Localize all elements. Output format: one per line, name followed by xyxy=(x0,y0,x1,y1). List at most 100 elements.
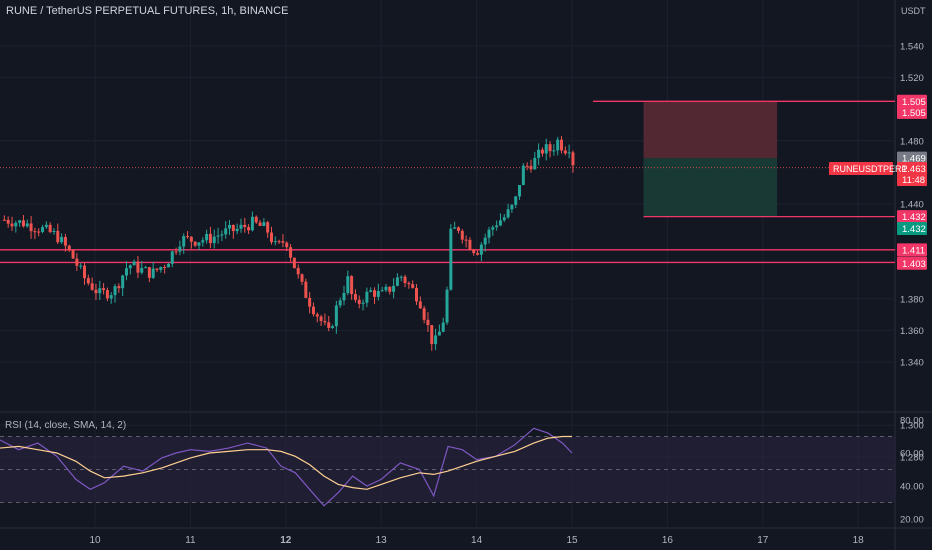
candle-body xyxy=(60,237,64,243)
candle-body xyxy=(182,236,186,247)
candle-body xyxy=(86,278,90,284)
candle-body xyxy=(445,289,449,323)
candle-body xyxy=(6,219,10,224)
candle-body xyxy=(563,150,567,154)
candle-body xyxy=(334,305,338,327)
candle-body xyxy=(273,241,277,243)
chart-title: RUNE / TetherUS PERPETUAL FUTURES, 1h, B… xyxy=(6,5,289,17)
candle-body xyxy=(239,224,243,229)
candle-body xyxy=(178,246,182,252)
candle-body xyxy=(285,242,289,248)
candle-body xyxy=(529,165,533,170)
price-badge-bg xyxy=(897,210,927,224)
candle-body xyxy=(357,299,361,304)
rsi-title: RSI (14, close, SMA, 14, 2) xyxy=(5,420,127,431)
candle-body xyxy=(414,287,418,302)
candle-body xyxy=(342,292,346,301)
candle-body xyxy=(25,223,29,227)
candle-body xyxy=(373,290,377,297)
candle-body xyxy=(472,249,476,254)
price-badge: 1.432 xyxy=(897,210,927,224)
price-axis[interactable]: 1.540 1.520 1.480 1.440 1.380 1.360 1.340 1.300… xyxy=(900,42,924,526)
candle-body xyxy=(277,241,281,243)
symbol-tag-bg xyxy=(829,161,893,175)
candle-body xyxy=(105,290,109,299)
price-tick-label: 1.520 xyxy=(900,73,924,84)
candle-body xyxy=(441,322,445,332)
candle-body xyxy=(392,285,396,292)
candle-body xyxy=(166,263,170,268)
candle-body xyxy=(498,220,502,226)
candle-body xyxy=(71,250,75,259)
candle-body xyxy=(41,227,45,232)
candle-body xyxy=(132,261,136,266)
candle-body xyxy=(37,231,41,233)
candle-body xyxy=(56,230,60,243)
candle-body xyxy=(518,185,522,197)
candle-body xyxy=(422,308,426,320)
candle-body xyxy=(102,288,106,291)
candle-body xyxy=(231,224,235,232)
candle-body xyxy=(327,322,331,328)
candle-body xyxy=(52,230,56,233)
candle-body xyxy=(14,222,18,227)
price-tick-label: 1.380 xyxy=(900,294,924,305)
time-tick-label: 12 xyxy=(280,535,292,546)
reward-zone xyxy=(643,158,778,217)
candle-body xyxy=(224,228,228,235)
candle-body xyxy=(83,265,87,279)
candle-body xyxy=(235,228,239,232)
price-badge-bg xyxy=(897,161,927,175)
candle-body xyxy=(21,220,25,227)
candle-body xyxy=(464,239,468,241)
candle-body xyxy=(380,290,384,292)
candle-body xyxy=(533,157,537,170)
candle-body xyxy=(514,196,518,205)
horizontal-lines xyxy=(0,100,895,264)
rsi-series-rsi xyxy=(0,427,573,507)
candle-body xyxy=(365,291,369,303)
time-tick-label: 16 xyxy=(662,535,674,546)
candle-body xyxy=(281,241,285,243)
candle-body xyxy=(98,288,102,294)
time-tick-label: 11 xyxy=(185,535,196,546)
price-badge-label: 1.411 xyxy=(902,245,925,256)
candle-body xyxy=(254,216,258,223)
candle-body xyxy=(434,335,438,345)
candle-body xyxy=(311,306,315,315)
candle-body xyxy=(323,321,327,323)
candle-body xyxy=(453,227,457,229)
candle-body xyxy=(350,276,354,295)
rsi-tick-label: 60.00 xyxy=(900,449,924,460)
candle-body xyxy=(395,277,399,286)
candle-body xyxy=(476,253,480,255)
candle-body xyxy=(426,319,430,326)
candle-body xyxy=(376,291,380,297)
candle-body xyxy=(144,267,148,269)
candle-body xyxy=(296,268,300,275)
candle-body xyxy=(94,289,98,294)
candle-body xyxy=(289,247,293,258)
candle-body xyxy=(483,237,487,245)
candle-body xyxy=(506,209,510,218)
price-badge-bg xyxy=(897,94,927,108)
symbol-tag: RUNEUSDTPERP xyxy=(829,161,908,175)
price-badge: 1.403 xyxy=(897,256,927,270)
candle-body xyxy=(403,276,407,284)
time-tick-label: 15 xyxy=(566,535,578,546)
time-tick-label: 10 xyxy=(89,535,101,546)
candle-body xyxy=(18,220,22,223)
candle-body xyxy=(48,224,52,233)
price-badge-label: 11:48 xyxy=(902,175,925,186)
price-badge-label: 1.505 xyxy=(902,108,926,119)
rsi-tick-label: 80.00 xyxy=(900,416,924,427)
candle-body xyxy=(193,241,197,246)
candle-body xyxy=(491,227,495,230)
candle-body xyxy=(479,244,483,255)
candle-body xyxy=(449,228,453,290)
candle-body xyxy=(521,165,525,186)
candle-body xyxy=(67,245,71,251)
candle-body xyxy=(147,267,151,278)
